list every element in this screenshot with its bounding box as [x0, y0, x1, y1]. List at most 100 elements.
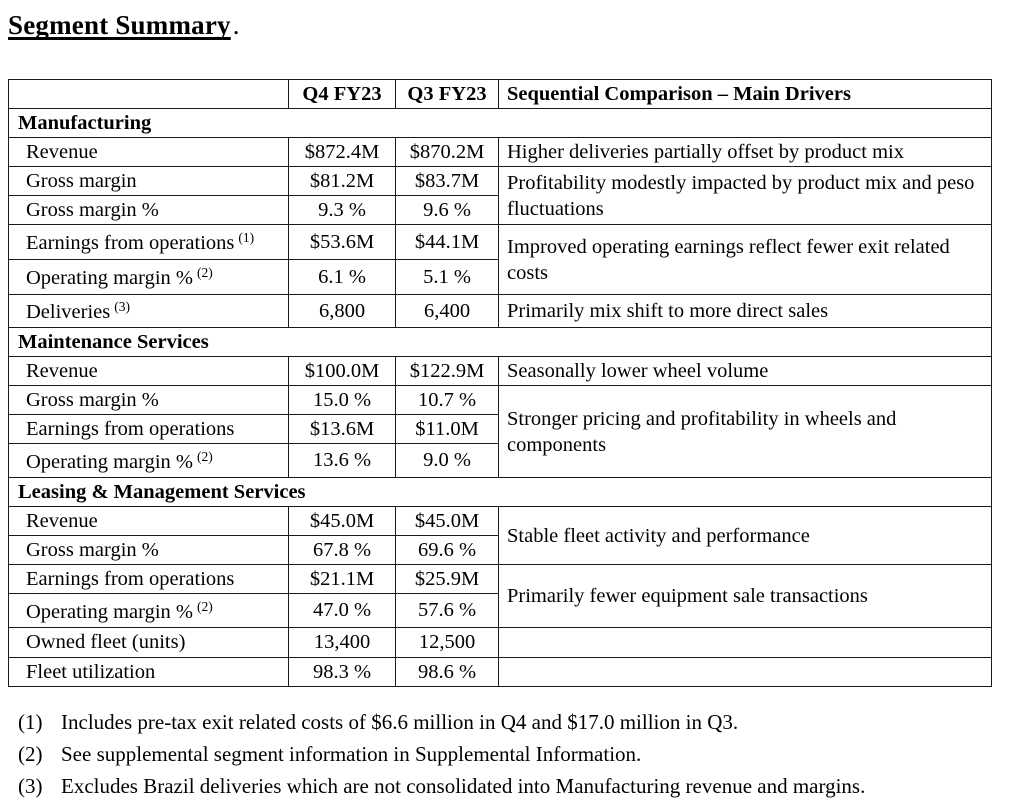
section-title: Maintenance Services [8, 327, 992, 357]
q3-value: 98.6 % [395, 657, 499, 687]
footnote-ref-1: (1) [238, 230, 255, 246]
q4-value: 9.3 % [288, 195, 396, 225]
metric-label: Operating margin % (2) [8, 443, 289, 478]
table-row: Operating margin % (2) 13.6 % 9.0 % [8, 443, 992, 478]
metric-label: Deliveries (3) [8, 294, 289, 328]
metric-label: Gross margin [8, 166, 289, 196]
footnote-ref-3: (3) [114, 299, 130, 315]
segment-summary-table: Q4 FY23 Q3 FY23 Sequential Comparison – … [8, 79, 992, 687]
header-q4-fy23: Q4 FY23 [288, 79, 396, 109]
footnotes: (1) Includes pre-tax exit related costs o… [18, 706, 1024, 802]
metric-label-text: Earnings from operations [26, 567, 235, 590]
q4-value: $45.0M [288, 506, 396, 536]
metric-label-text: Earnings from operations [26, 231, 235, 254]
q3-value: $44.1M [395, 224, 499, 260]
footnote-text: See supplemental segment information in … [61, 742, 642, 766]
footnote-3: (3) Excludes Brazil deliveries which are … [18, 770, 1024, 802]
metric-label: Gross margin % [8, 535, 289, 565]
metric-label: Gross margin % [8, 385, 289, 415]
q4-value: $21.1M [288, 564, 396, 594]
footnote-number: (2) [18, 742, 43, 766]
q4-value: 47.0 % [288, 593, 396, 628]
metric-label: Operating margin % (2) [8, 593, 289, 628]
q3-value: 57.6 % [395, 593, 499, 628]
page-title-text: Segment Summary [8, 10, 231, 40]
q3-value: $11.0M [395, 414, 499, 444]
table-row: Revenue $45.0M $45.0M Stable fleet activ… [8, 506, 992, 565]
comment-cell: Primarily mix shift to more direct sales [498, 294, 992, 328]
q3-value: $870.2M [395, 137, 499, 167]
q4-value: $13.6M [288, 414, 396, 444]
q3-value: $83.7M [395, 166, 499, 196]
q3-value: 9.0 % [395, 443, 499, 478]
metric-label: Earnings from operations [8, 414, 289, 444]
q4-value: 98.3 % [288, 657, 396, 687]
comment-cell: Seasonally lower wheel volume [498, 356, 992, 386]
table-row: Gross margin % 9.3 % 9.6 % [8, 195, 992, 225]
comment-cell-empty [498, 657, 992, 687]
metric-label: Operating margin % (2) [8, 259, 289, 295]
metric-label-text: Deliveries [26, 300, 111, 323]
q4-value: 13.6 % [288, 443, 396, 478]
metric-label: Earnings from operations (1) [8, 224, 289, 260]
q4-value: $100.0M [288, 356, 396, 386]
comment-cell: Primarily fewer equipment sale transacti… [498, 564, 992, 628]
footnote-ref-2: (2) [197, 598, 213, 614]
metric-label-text: Revenue [26, 140, 98, 163]
q4-value: $872.4M [288, 137, 396, 167]
table-row: Operating margin % (2) 6.1 % 5.1 % [8, 259, 992, 295]
table-row: Gross margin % 67.8 % 69.6 % [8, 535, 992, 565]
metric-label-text: Earnings from operations [26, 417, 235, 440]
metric-label-text: Revenue [26, 359, 98, 382]
comment-cell: Stable fleet activity and performance [498, 506, 992, 565]
q3-value: $25.9M [395, 564, 499, 594]
header-q3-fy23: Q3 FY23 [395, 79, 499, 109]
table-header-row: Q4 FY23 Q3 FY23 Sequential Comparison – … [8, 79, 992, 109]
metric-label: Fleet utilization [8, 657, 289, 687]
metric-label-text: Gross margin % [26, 388, 159, 411]
metric-label-text: Operating margin % [26, 450, 193, 473]
footnote-ref-2: (2) [197, 265, 213, 281]
metric-label-text: Operating margin % [26, 600, 193, 623]
metric-label: Owned fleet (units) [8, 627, 289, 658]
page-title: Segment Summary. [8, 8, 1024, 42]
metric-label-text: Owned fleet (units) [26, 631, 186, 653]
table-row: Revenue $100.0M $122.9M Seasonally lower… [8, 356, 992, 386]
comment-cell: Stronger pricing and profitability in wh… [498, 385, 992, 478]
footnote-ref-2: (2) [197, 448, 213, 464]
q3-value: 6,400 [395, 294, 499, 328]
metric-label: Earnings from operations [8, 564, 289, 594]
q3-value: 10.7 % [395, 385, 499, 415]
footnote-text: Excludes Brazil deliveries which are not… [61, 774, 866, 798]
metric-label-text: Gross margin [26, 169, 137, 192]
q4-value: 6.1 % [288, 259, 396, 295]
q4-value: 13,400 [288, 627, 396, 658]
table-row: Gross margin $81.2M $83.7M Profitability… [8, 166, 992, 225]
table-row: Earnings from operations (1) $53.6M $44.1… [8, 224, 992, 295]
metric-label: Revenue [8, 506, 289, 536]
q3-value: 9.6 % [395, 195, 499, 225]
table-row: Operating margin % (2) 47.0 % 57.6 % [8, 593, 992, 628]
q4-value: 15.0 % [288, 385, 396, 415]
table-row: Owned fleet (units) 13,400 12,500 [8, 627, 992, 658]
q3-value: $45.0M [395, 506, 499, 536]
comment-cell-empty [498, 627, 992, 658]
metric-label-text: Operating margin % [26, 266, 193, 289]
table-row: Revenue $872.4M $870.2M Higher deliverie… [8, 137, 992, 167]
q3-value: 12,500 [395, 627, 499, 658]
table-row: Deliveries (3) 6,800 6,400 Primarily mix … [8, 294, 992, 328]
table-row: Gross margin % 15.0 % 10.7 % Stronger pr… [8, 385, 992, 478]
metric-label: Gross margin % [8, 195, 289, 225]
metric-label: Revenue [8, 137, 289, 167]
q4-value: $81.2M [288, 166, 396, 196]
section-title: Leasing & Management Services [8, 477, 992, 507]
footnote-1: (1) Includes pre-tax exit related costs o… [18, 706, 1024, 738]
metric-label-text: Revenue [26, 509, 98, 532]
comment-cell: Profitability modestly impacted by produ… [498, 166, 992, 225]
comment-cell: Higher deliveries partially offset by pr… [498, 137, 992, 167]
footnote-number: (1) [18, 710, 43, 734]
footnote-2: (2) See supplemental segment information … [18, 738, 1024, 770]
section-row-maintenance-services: Maintenance Services [8, 327, 992, 357]
header-metric [8, 79, 289, 109]
